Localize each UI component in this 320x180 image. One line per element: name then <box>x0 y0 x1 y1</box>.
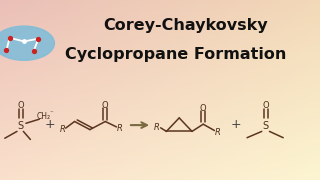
Text: Cyclopropane Formation: Cyclopropane Formation <box>65 46 287 62</box>
Text: R: R <box>215 128 220 137</box>
Text: S: S <box>262 121 269 131</box>
Text: Corey-Chaykovsky: Corey-Chaykovsky <box>103 18 268 33</box>
Text: O: O <box>18 101 24 110</box>
Text: CH₂: CH₂ <box>37 112 51 121</box>
Text: R: R <box>154 123 160 132</box>
Text: S: S <box>18 121 24 131</box>
Text: +: + <box>44 118 55 131</box>
Text: R: R <box>117 124 123 133</box>
Text: O: O <box>102 101 108 110</box>
Text: +: + <box>231 118 242 131</box>
Text: ⁻: ⁻ <box>50 111 53 117</box>
Text: R: R <box>60 125 65 134</box>
Text: O: O <box>200 103 206 112</box>
Circle shape <box>0 26 54 60</box>
Text: O: O <box>262 101 269 110</box>
